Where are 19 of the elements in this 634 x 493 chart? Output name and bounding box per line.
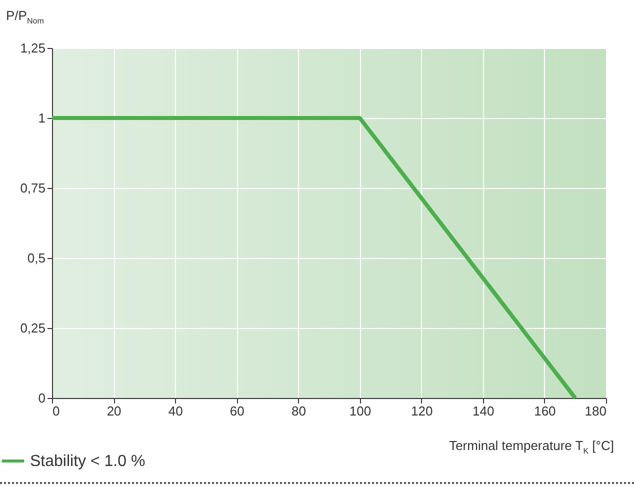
x-tick-label: 40 xyxy=(168,404,183,418)
x-tick-label: 140 xyxy=(472,404,494,418)
y-tick-label: 0 xyxy=(38,390,46,406)
x-tick-label: 0 xyxy=(52,404,60,418)
x-tick-label: 120 xyxy=(410,404,433,418)
x-tick-label: 20 xyxy=(106,404,122,418)
y-tick-label: 0,5 xyxy=(27,250,46,266)
x-tick-label: 60 xyxy=(230,404,244,418)
y-tick-label: 0,75 xyxy=(20,180,46,196)
y-tick-label: 1,25 xyxy=(20,40,46,56)
x-tick-label: 180 xyxy=(584,404,606,418)
y-tick-label: 1 xyxy=(38,110,46,126)
x-tick-label: 80 xyxy=(291,404,306,418)
legend-label: Stability < 1.0 % xyxy=(30,453,146,470)
x-axis-title: Terminal temperature T$_{K}$ [°C] xyxy=(449,438,614,456)
x-tick-label: 100 xyxy=(349,404,372,418)
y-axis-title: P/P$_{Nom}$ xyxy=(6,8,44,26)
x-tick-label: 160 xyxy=(534,404,556,418)
y-tick-label: 0,25 xyxy=(20,320,46,336)
